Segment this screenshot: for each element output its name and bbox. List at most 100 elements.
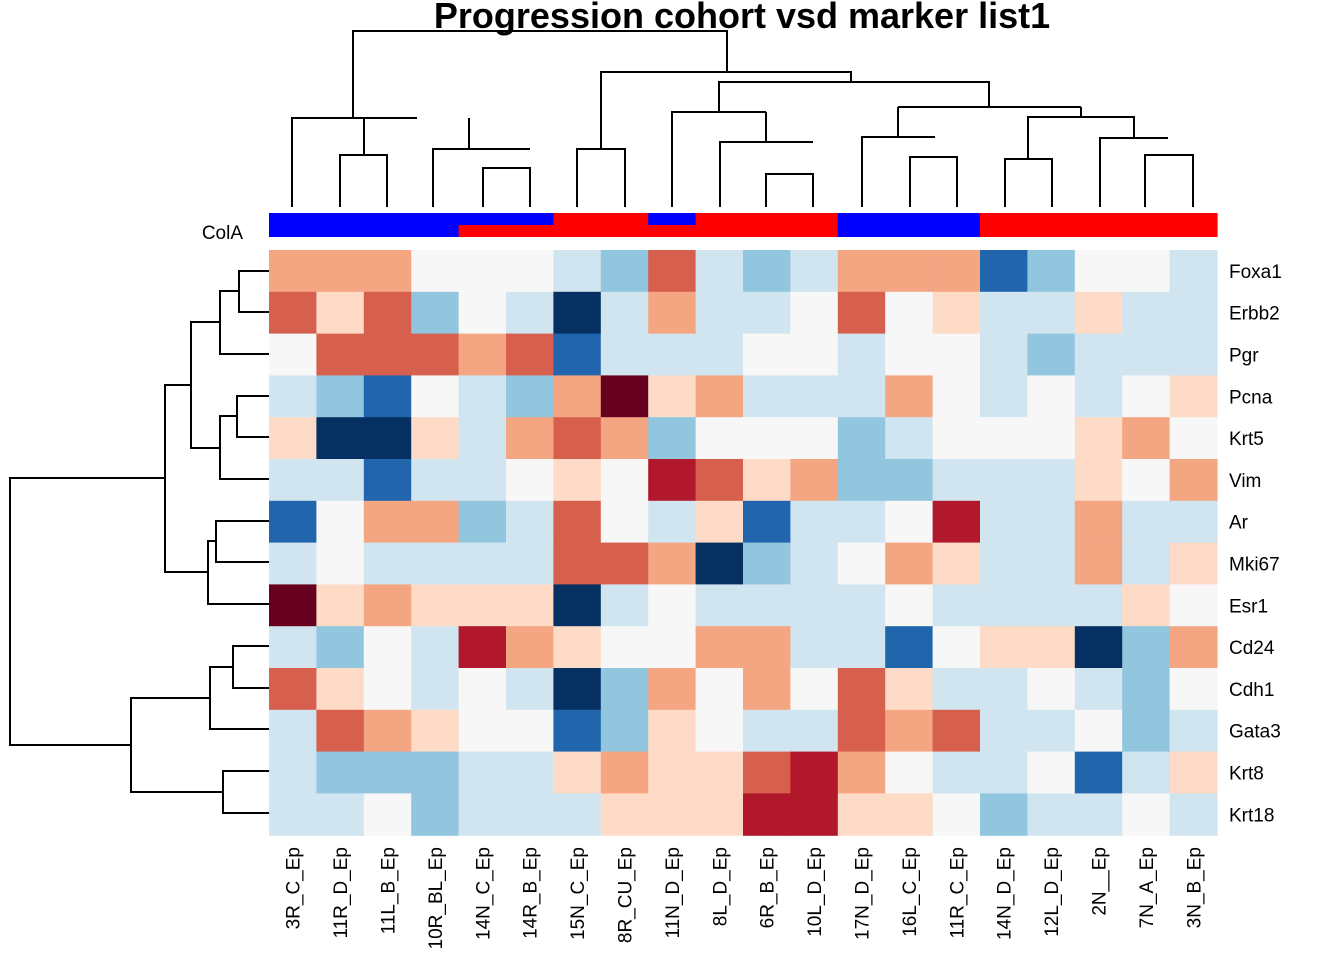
row-label-mki67: Mki67: [1229, 555, 1280, 576]
column-label-15: 11R_C_Ep: [947, 847, 968, 939]
heatmap-cell-pcna-12: [790, 375, 839, 418]
heatmap-cell-ar-3: [363, 500, 412, 544]
column-dendrogram-branch-15: [861, 136, 935, 207]
heatmap-cell-pcna-3: [363, 375, 412, 418]
heatmap-cell-krt18-18: [1074, 793, 1123, 836]
heatmap-cell-cd24-4: [411, 626, 460, 669]
annotation-cell-bottom-17: [1027, 225, 1076, 237]
row-dendrogram-branch-13: [9, 477, 165, 746]
heatmap-cell-esr1-4: [411, 584, 460, 627]
heatmap-cell-foxa1-14: [885, 250, 934, 293]
heatmap-cell-ar-1: [269, 500, 317, 544]
heatmap-cell-foxa1-6: [506, 250, 554, 293]
heatmap-cell-foxa1-2: [316, 250, 365, 293]
annotation-cell-bottom-18: [1074, 225, 1123, 237]
column-label-14: 16L_C_Ep: [900, 847, 921, 937]
row-dendrogram-branch-6: [215, 520, 269, 563]
heatmap-cell-cd24-13: [837, 626, 886, 669]
heatmap-cell-gata3-16: [980, 709, 1028, 753]
heatmap-cell-ar-16: [980, 500, 1028, 544]
heatmap-cell-gata3-8: [600, 709, 649, 753]
heatmap-cell-cd24-1: [269, 626, 317, 669]
heatmap-cell-krt18-3: [363, 793, 412, 836]
heatmap-cell-vim-11: [743, 459, 791, 502]
heatmap-cell-mki67-11: [743, 542, 791, 585]
annotation-cell-bottom-10: [695, 225, 744, 237]
heatmap-cell-vim-3: [363, 459, 412, 502]
row-dendrogram-branch-2: [219, 290, 269, 355]
heatmap-cell-foxa1-8: [600, 250, 649, 293]
column-label-5: 14N_C_Ep: [473, 847, 494, 940]
heatmap-cell-krt18-16: [980, 793, 1028, 836]
heatmap-cell-erbb2-1: [269, 291, 317, 335]
heatmap-cell-erbb2-6: [506, 291, 554, 335]
annotation-bar: [269, 213, 1218, 237]
heatmap-cell-cdh1-7: [553, 668, 602, 711]
annotation-cell-top-8: [600, 213, 649, 225]
heatmap-cell-vim-15: [932, 459, 981, 502]
heatmap-cell-gata3-5: [458, 709, 507, 753]
heatmap-cell-ar-10: [695, 500, 744, 544]
row-label-krt8: Krt8: [1229, 764, 1264, 785]
heatmap-cell-ar-17: [1027, 500, 1076, 544]
heatmap-cell-pgr-14: [885, 333, 934, 376]
heatmap-cell-mki67-15: [932, 542, 981, 585]
heatmap-cell-krt8-6: [506, 751, 554, 794]
column-label-4: 10R_BL_Ep: [426, 847, 447, 949]
heatmap-cell-krt8-12: [790, 751, 839, 794]
column-label-12: 10L_D_Ep: [805, 847, 826, 937]
heatmap-cell-gata3-10: [695, 709, 744, 753]
column-label-18: 2N__Ep: [1090, 847, 1111, 916]
column-dendrogram-branch-2: [339, 154, 388, 207]
heatmap-cell-krt8-15: [932, 751, 981, 794]
heatmap-cell-ar-18: [1074, 500, 1123, 544]
heatmap-cell-krt8-11: [743, 751, 791, 794]
heatmap-cell-mki67-6: [506, 542, 554, 585]
annotation-cell-top-10: [695, 213, 744, 225]
row-label-pcna: Pcna: [1229, 387, 1273, 408]
column-dendrogram-branch-20: [1144, 154, 1194, 207]
heatmap-cell-esr1-3: [363, 584, 412, 627]
heatmap-cell-esr1-6: [506, 584, 554, 627]
heatmap-cell-cd24-15: [932, 626, 981, 669]
heatmap-cell-gata3-17: [1027, 709, 1076, 753]
heatmap-cell-cdh1-15: [932, 668, 981, 711]
row-label-cd24: Cd24: [1229, 638, 1275, 659]
heatmap-cell-mki67-19: [1122, 542, 1171, 585]
heatmap-cell-pcna-2: [316, 375, 365, 418]
heatmap-cell-pgr-9: [648, 333, 697, 376]
annotation-cell-top-7: [553, 213, 602, 225]
annotation-cell-bottom-16: [980, 225, 1028, 237]
heatmap-cell-mki67-17: [1027, 542, 1076, 585]
heatmap-cell-cdh1-1: [269, 668, 317, 711]
heatmap-cells: [269, 250, 1218, 836]
heatmap-cell-foxa1-5: [458, 250, 507, 293]
heatmap-cell-cd24-14: [885, 626, 934, 669]
heatmap-cell-ar-15: [932, 500, 981, 544]
heatmap-cell-ar-6: [506, 500, 554, 544]
heatmap-cell-pgr-4: [411, 333, 460, 376]
heatmap-cell-krt18-1: [269, 793, 317, 836]
heatmap-cell-gata3-18: [1074, 709, 1123, 753]
heatmap-cell-gata3-6: [506, 709, 554, 753]
row-labels: Foxa1 Erbb2 Pgr Pcna Krt5 Vim Ar Mki67 Esr1 Cd24 C…: [1229, 262, 1282, 826]
heatmap-cell-krt8-8: [600, 751, 649, 794]
column-label-13: 17N_D_Ep: [853, 847, 874, 940]
heatmap-cell-ar-9: [648, 500, 697, 544]
heatmap-cell-esr1-20: [1169, 584, 1218, 627]
heatmap-cell-pgr-1: [269, 333, 317, 376]
heatmap-cell-krt8-17: [1027, 751, 1076, 794]
heatmap-cell-foxa1-10: [695, 250, 744, 293]
heatmap-cell-mki67-18: [1074, 542, 1123, 585]
annotation-cell-top-12: [790, 213, 839, 225]
annotation-label: ColA: [202, 223, 244, 244]
heatmap-cell-esr1-12: [790, 584, 839, 627]
heatmap-cell-foxa1-9: [648, 250, 697, 293]
heatmap-cell-cdh1-4: [411, 668, 460, 711]
heatmap-cell-krt18-4: [411, 793, 460, 836]
heatmap-cell-krt5-2: [316, 417, 365, 460]
heatmap-cell-esr1-13: [837, 584, 886, 627]
heatmap-cell-vim-7: [553, 459, 602, 502]
heatmap-cell-erbb2-2: [316, 291, 365, 335]
heatmap-cell-erbb2-4: [411, 291, 460, 335]
